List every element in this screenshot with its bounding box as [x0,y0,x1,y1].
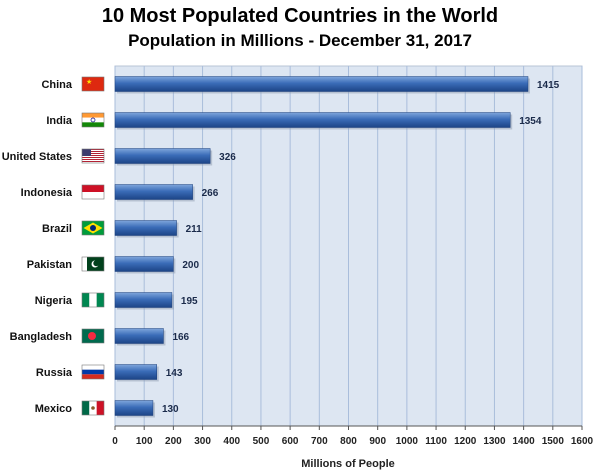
x-tick-label: 1200 [454,436,477,447]
x-axis-title: Millions of People [301,458,395,470]
value-label: 1415 [537,80,560,91]
category-label: Mexico [35,403,73,415]
category-label: Indonesia [21,187,73,199]
x-axis-ticks: 0 100 200 300 400 500 600 700 800 900 1000 1100 1200… [112,425,594,447]
brazil-flag-icon [81,220,105,236]
bar-mexico [114,400,154,416]
category-label: Nigeria [35,295,73,307]
category-label: Bangladesh [10,331,73,343]
x-tick-label: 400 [223,436,240,447]
x-tick-label: 1000 [396,436,419,447]
x-tick-label: 200 [165,436,182,447]
value-label: 211 [186,224,203,235]
x-tick-label: 500 [253,436,270,447]
x-tick-label: 1100 [425,436,447,447]
indonesia-flag-icon [81,184,105,200]
value-label: 143 [166,368,183,379]
bangladesh-flag-icon [81,328,105,344]
bar-china [114,76,529,92]
bars: 1415 1354 326 266 211 200 195 166 143 130 [114,76,560,418]
india-flag-icon [81,112,105,128]
x-tick-label: 0 [112,436,118,447]
x-tick-label: 1600 [571,436,594,447]
category-label: Russia [36,367,73,379]
category-label: China [41,79,72,91]
bar-russia [114,364,157,380]
value-label: 200 [182,260,199,271]
x-tick-label: 700 [311,436,328,447]
x-tick-label: 1400 [513,436,536,447]
pakistan-flag-icon [81,256,105,272]
x-tick-label: 600 [282,436,299,447]
value-label: 130 [162,404,179,415]
flags: ★ [81,76,105,416]
china-flag-icon: ★ [81,76,105,92]
chart-title: 10 Most Populated Countries in the World [102,5,498,27]
category-label: Brazil [42,223,72,235]
category-label: India [46,115,73,127]
x-tick-label: 900 [369,436,386,447]
russia-flag-icon [81,364,105,380]
category-labels: China India United States Indonesia Brazil Pa… [2,79,73,415]
x-tick-label: 1500 [542,436,565,447]
nigeria-flag-icon [81,292,105,308]
x-tick-label: 1300 [483,436,506,447]
x-tick-label: 800 [340,436,357,447]
value-label: 195 [181,296,198,307]
x-tick-label: 100 [136,436,153,447]
value-label: 1354 [519,116,542,127]
value-label: 326 [219,152,236,163]
value-label: 166 [172,332,189,343]
bar-india [114,112,511,128]
bar-bangladesh [114,328,164,344]
chart-subtitle: Population in Millions - December 31, 20… [128,31,472,50]
bar-brazil [114,220,177,236]
value-label: 266 [202,188,219,199]
mexico-flag-icon [81,400,105,416]
bar-pakistan [114,256,174,272]
category-label: Pakistan [27,259,73,271]
category-label: United States [2,151,72,163]
usa-flag-icon [81,148,105,164]
svg-text:★: ★ [86,78,92,86]
bar-nigeria [114,292,173,308]
x-tick-label: 300 [194,436,211,447]
bar-indonesia [114,184,193,200]
bar-united-states [114,148,211,164]
